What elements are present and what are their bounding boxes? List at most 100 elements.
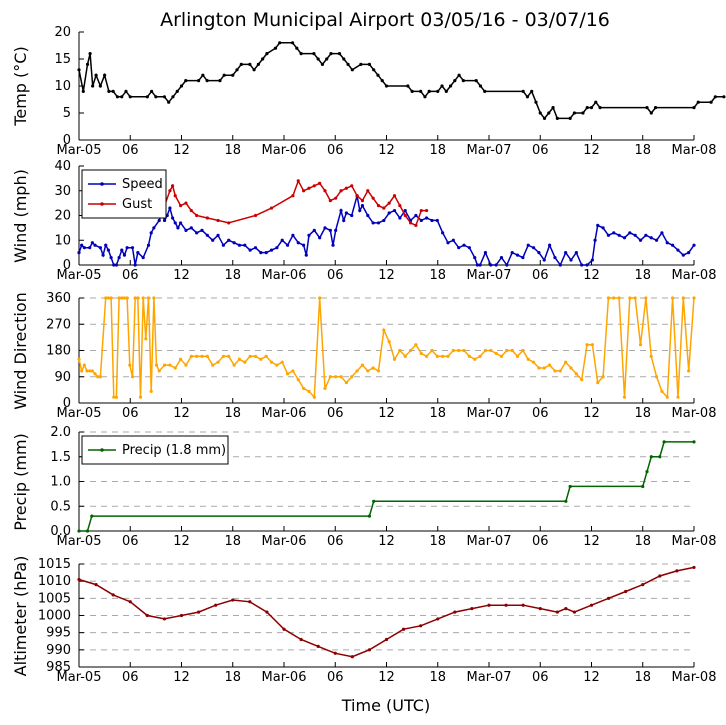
data-point <box>601 375 605 379</box>
data-point <box>687 251 691 255</box>
panel-wind_direction: 0 90 180 270 360 Mar-05 06 12 18 Mar-06 06 12 18 Mar-… <box>11 291 716 421</box>
data-point <box>320 62 325 66</box>
data-point <box>295 46 299 50</box>
data-point <box>585 343 589 347</box>
data-point <box>542 258 546 262</box>
data-point <box>453 610 457 614</box>
data-point <box>537 366 541 370</box>
data-point <box>344 186 348 190</box>
data-point <box>346 62 350 66</box>
data-point <box>489 348 493 353</box>
data-point <box>521 348 525 353</box>
data-point <box>376 369 381 373</box>
data-point <box>371 221 375 225</box>
data-point <box>419 208 423 213</box>
data-point <box>606 233 611 237</box>
data-point <box>435 218 439 223</box>
x-tick-label: Mar-08 <box>672 406 717 421</box>
legend-label: Speed <box>122 177 163 192</box>
x-tick-label: Mar-08 <box>672 143 717 158</box>
data-point <box>551 106 555 110</box>
data-point <box>538 111 542 115</box>
data-point <box>596 380 600 385</box>
data-point <box>328 228 332 232</box>
series-line-gust <box>158 179 427 227</box>
data-point <box>360 199 365 203</box>
data-point <box>138 395 143 399</box>
data-point <box>227 354 231 358</box>
data-point <box>109 255 113 260</box>
data-point <box>654 375 659 379</box>
x-tick-label: 18 <box>429 268 446 283</box>
data-point <box>82 246 86 250</box>
data-point <box>638 343 643 347</box>
data-point <box>568 484 572 489</box>
data-point <box>273 46 278 50</box>
data-point <box>376 221 381 225</box>
y-tick-label: 0.5 <box>50 499 71 514</box>
data-point <box>628 231 632 235</box>
data-point <box>106 296 111 300</box>
data-point <box>473 357 477 361</box>
data-point <box>312 228 316 232</box>
data-point <box>692 243 696 247</box>
x-tick-label: 06 <box>532 670 549 685</box>
data-point <box>94 583 98 587</box>
data-point <box>425 354 429 358</box>
data-point <box>189 208 193 213</box>
data-point <box>120 95 124 99</box>
data-point <box>617 296 621 300</box>
data-point <box>355 194 359 198</box>
data-point <box>120 296 124 300</box>
data-point <box>325 57 329 61</box>
data-point <box>168 189 172 193</box>
data-point <box>184 363 188 367</box>
x-tick-label: Mar-06 <box>262 670 307 685</box>
data-point <box>572 111 577 115</box>
data-point <box>487 603 491 607</box>
data-point <box>82 363 86 367</box>
data-point <box>531 360 536 364</box>
data-point <box>441 231 445 235</box>
data-point <box>157 218 161 223</box>
data-point <box>553 369 557 373</box>
data-point <box>360 204 365 208</box>
data-point <box>93 372 97 376</box>
data-point <box>489 263 493 267</box>
data-point <box>414 343 418 347</box>
data-point <box>111 89 115 93</box>
data-point <box>457 246 461 250</box>
data-point <box>214 603 218 607</box>
data-point <box>419 89 423 93</box>
data-point <box>195 213 199 218</box>
data-point <box>366 213 370 218</box>
data-point <box>136 251 140 255</box>
data-point <box>302 189 306 193</box>
data-point <box>221 354 225 358</box>
y-tick-label: 10 <box>54 233 71 248</box>
data-point <box>692 106 696 110</box>
data-point <box>645 470 649 474</box>
data-point <box>125 296 129 300</box>
x-tick-label: 12 <box>173 670 190 685</box>
data-point <box>555 116 559 120</box>
data-point <box>103 73 107 77</box>
x-tick-label: Mar-07 <box>467 534 512 549</box>
data-point <box>451 348 455 353</box>
data-point <box>205 354 209 358</box>
data-point <box>133 296 137 300</box>
data-point <box>299 637 303 642</box>
data-point <box>692 440 696 444</box>
x-tick-label: 18 <box>224 670 241 685</box>
data-point <box>435 354 439 358</box>
data-point <box>572 610 577 614</box>
data-point <box>231 598 235 602</box>
data-point <box>366 189 370 193</box>
data-point <box>564 251 568 255</box>
data-point <box>231 73 235 77</box>
data-point <box>574 372 578 376</box>
data-point <box>558 369 562 373</box>
data-point <box>681 253 685 257</box>
data-point <box>98 84 102 88</box>
data-point <box>218 79 222 83</box>
